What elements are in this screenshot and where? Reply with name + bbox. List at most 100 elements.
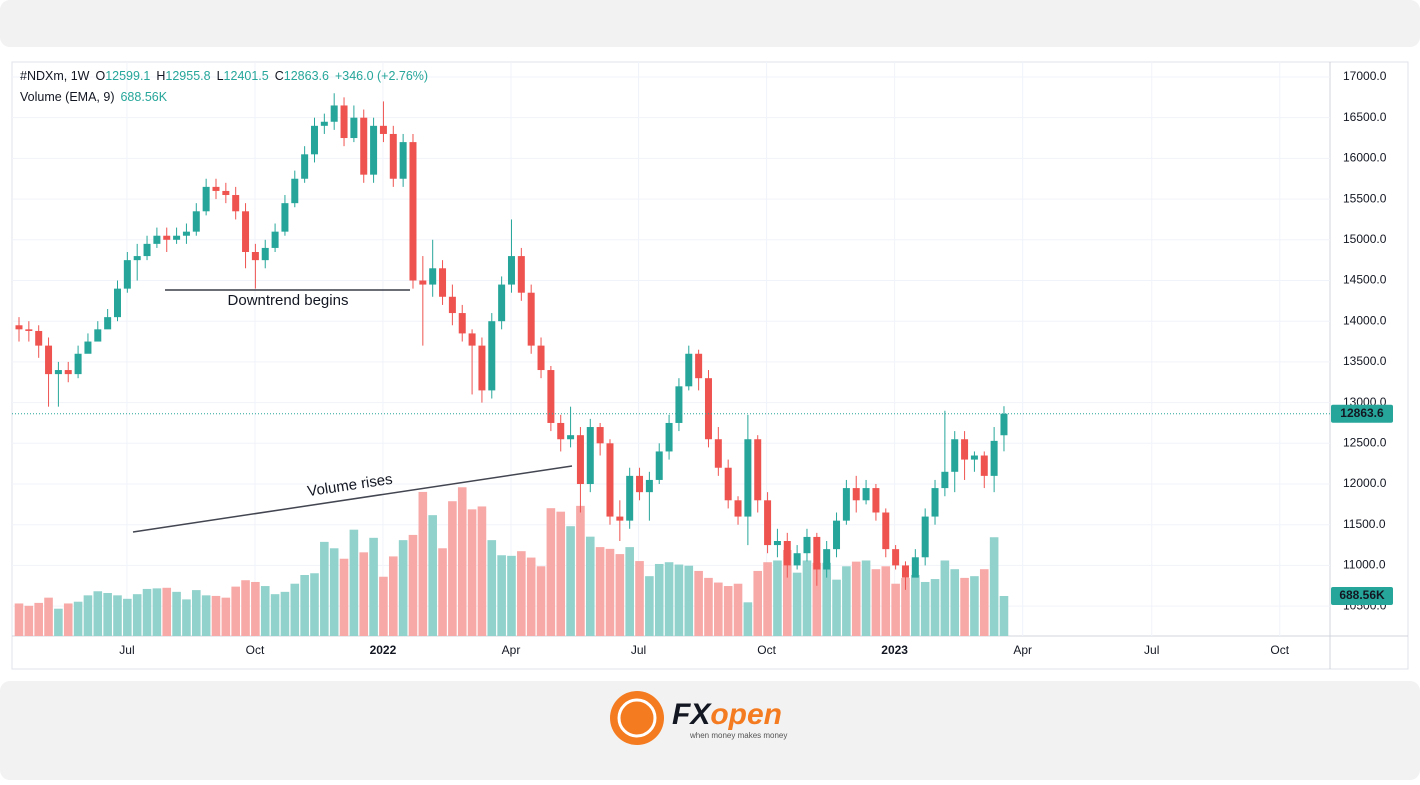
volume-bar [979,569,989,636]
candle-body [882,512,890,550]
y-tick-label: 11500.0 [1343,517,1386,531]
candle-body [665,422,673,452]
candle-body [202,186,210,212]
volume-bar [989,537,999,636]
volume-bar [457,487,467,636]
candle-body [557,422,565,440]
volume-bar [211,595,221,636]
axes: 10500.011000.011500.012000.012500.013000… [12,69,1393,657]
volume-bar [566,526,575,636]
candle-body [35,330,43,346]
volume-bar [152,588,162,636]
top-strip [0,0,1420,47]
candle-body [842,488,850,521]
volume-bar [388,556,398,636]
ohlc-letter: H [156,69,165,83]
volume-bar [694,570,703,636]
volume-bar [34,602,43,636]
volume-bar [920,581,930,636]
logo-text: FXopen [672,698,782,731]
candles [15,93,1008,590]
volume-bar [782,550,792,636]
candle-body [133,256,141,261]
volume-bar [536,566,546,636]
y-tick-label: 12500.0 [1343,435,1387,449]
candle-body [941,471,949,489]
volume-bar [704,577,713,636]
candle-body [212,186,220,191]
volume-value: 688.56K [120,90,167,104]
volume-bar [635,561,644,636]
ohlc-letter: O [95,69,105,83]
candle-body [645,479,653,493]
candle-body [547,370,555,423]
volume-bar [300,574,309,636]
candle-body [448,296,456,314]
last-volume-label: 688.56K [1339,588,1385,602]
volume-bar [970,576,979,636]
volume-bar [743,602,753,636]
volume-bar [310,573,319,636]
candle-body [370,125,378,175]
candle-body [439,268,447,297]
candle-body [714,439,722,468]
volume-bar [585,536,595,636]
volume-bar [723,586,733,636]
volume-bar [576,505,585,636]
volume-bar [940,560,950,636]
candle-body [586,427,594,485]
y-tick-label: 15500.0 [1343,191,1387,205]
volume-bar [487,540,497,636]
y-tick-label: 15000.0 [1343,232,1387,246]
volume-bar [83,595,93,636]
candle-body [320,121,328,126]
candle-body [921,516,929,558]
volume-bar [369,537,378,636]
annotation-text: Downtrend begins [228,292,349,309]
volume-bar [142,588,152,636]
candle-body [54,370,62,375]
candle-body [754,439,762,501]
volume-bar [526,557,536,636]
candle-body [961,439,969,460]
volume-bar [231,586,240,636]
volume-bar [123,598,132,636]
volume-bar [14,603,24,636]
candle-body [15,325,23,330]
volume-bar [517,551,526,636]
volume-bar [546,508,556,636]
x-tick-label: Jul [631,643,646,657]
volume-bar [191,590,201,636]
candle-body [222,190,230,196]
volume-bar [260,586,270,636]
candle-body [773,540,781,546]
volume-bar [645,576,654,636]
volume-bar [339,558,349,636]
candle-body [232,195,240,212]
volume-bar [999,595,1009,636]
candle-body [419,280,427,285]
volume-bar [359,552,369,636]
candle-body [852,488,860,501]
volume-legend: Volume (EMA, 9) 688.56K [20,90,168,104]
volume-bar [320,541,329,636]
candle-body [695,353,703,379]
candle-body [901,565,909,578]
annotation-line [132,465,573,533]
x-tick-label: Apr [1013,643,1032,657]
volume-bar [911,574,920,636]
volume-bar [773,560,782,636]
candle-body [704,378,712,440]
candle-body [596,427,604,444]
candle-body [823,549,831,570]
logo-tagline: when money makes money [689,731,787,740]
candle-body [379,125,387,134]
candle-body [242,211,250,253]
candle-body [123,260,131,289]
volume-bar [802,560,812,636]
logo-mark-inner [617,698,657,738]
candle-body [892,549,900,566]
candle-body [527,292,535,346]
